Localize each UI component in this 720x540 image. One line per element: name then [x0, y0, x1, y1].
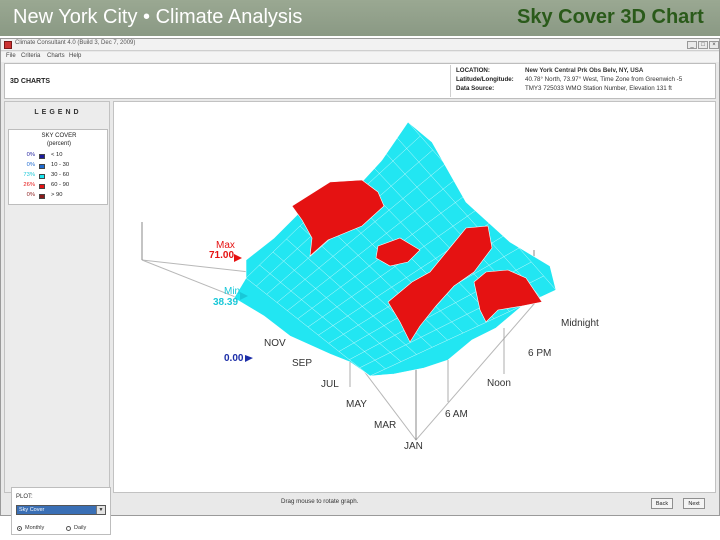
back-button[interactable]: Back	[651, 498, 673, 509]
legend-percent: 0%	[26, 192, 35, 198]
menu-file[interactable]: File	[6, 53, 16, 59]
graph-area[interactable]: Max 71.00 Min 38.39 0.00 NOV SEP JUL MAY…	[113, 101, 716, 493]
menu-bar: File Criteria Charts Help	[1, 52, 719, 62]
legend-percent: 26%	[23, 182, 35, 188]
legend-row: 73% 30 - 60	[9, 172, 109, 181]
surface-high-ridge	[387, 225, 493, 343]
sky-cover-3d-chart[interactable]: Max 71.00 Min 38.39 0.00 NOV SEP JUL MAY…	[114, 102, 717, 494]
plot-label: PLOT:	[16, 494, 33, 500]
surface-high-right	[473, 269, 543, 323]
mesh-line	[307, 205, 483, 328]
legend-title: LEGEND	[34, 109, 82, 116]
radio-monthly-label: Monthly	[25, 525, 45, 531]
radio-daily-label: Daily	[74, 525, 87, 531]
hour-label-6pm: 6 PM	[528, 348, 551, 359]
legend-swatch	[39, 174, 45, 179]
legend-swatch	[39, 154, 45, 159]
menu-criteria[interactable]: Criteria	[21, 53, 41, 59]
radio-monthly[interactable]	[17, 526, 22, 531]
legend-heading: SKY COVER	[41, 133, 77, 139]
zero-arrow	[245, 355, 253, 362]
zero-value: 0.00	[224, 353, 244, 364]
latlong-value: 40.78° North, 73.97° West, Time Zone fro…	[525, 76, 683, 83]
min-arrow	[240, 292, 248, 300]
legend-range: 60 - 90	[51, 182, 70, 188]
legend-percent: 0%	[26, 162, 35, 168]
location-value: New York Central Prk Obs Belv, NY, USA	[525, 67, 644, 74]
legend-row: 0% < 10	[9, 152, 109, 161]
month-label-nov: NOV	[264, 338, 286, 349]
max-arrow	[234, 254, 242, 262]
close-icon[interactable]: ×	[709, 41, 719, 49]
chart-header: 3D CHARTS LOCATION: New York Central Prk…	[4, 63, 716, 99]
app-window: Climate Consultant 4.0 (Build 3, Dec 7, …	[0, 38, 720, 535]
maximize-icon[interactable]: □	[698, 41, 708, 49]
legend-swatch	[39, 194, 45, 199]
slide-title-bar: New York City • Climate Analysis Sky Cov…	[0, 0, 720, 36]
rotate-hint: Drag mouse to rotate graph.	[281, 498, 359, 505]
legend: SKY COVER (percent) 0% < 10 0% 10 - 30 73% 30…	[8, 129, 108, 205]
minimize-icon[interactable]: _	[687, 41, 697, 49]
next-button[interactable]: Next	[683, 498, 705, 509]
hour-label-noon: Noon	[487, 378, 511, 389]
chevron-down-icon[interactable]: ▼	[96, 506, 105, 514]
legend-row: 0% > 90	[9, 192, 109, 201]
plot-dropdown[interactable]: Sky Cover ▼	[16, 505, 106, 515]
menu-help[interactable]: Help	[69, 53, 82, 59]
menu-charts[interactable]: Charts	[47, 53, 65, 59]
legend-range: < 10	[51, 152, 63, 158]
section-label: 3D CHARTS	[10, 78, 51, 85]
legend-units: (percent)	[46, 141, 71, 147]
hour-label-midnight: Midnight	[561, 318, 599, 329]
month-label-may: MAY	[346, 399, 367, 410]
legend-range: 10 - 30	[51, 162, 70, 168]
surface-high-center	[375, 237, 421, 267]
month-label-jul: JUL	[321, 379, 339, 390]
left-panel: LEGEND SKY COVER (percent) 0% < 10 0% 10 - …	[4, 101, 111, 535]
app-titlebar: Climate Consultant 4.0 (Build 3, Dec 7, …	[1, 39, 719, 51]
max-label: Max	[216, 240, 235, 251]
surface-high-left	[291, 179, 385, 257]
month-label-sep: SEP	[292, 358, 312, 369]
legend-swatch	[39, 184, 45, 189]
footer: Drag mouse to rotate graph. Back Next	[1, 493, 719, 515]
month-label-jan: JAN	[404, 441, 423, 452]
legend-range: > 90	[51, 192, 63, 198]
location-key: LOCATION:	[456, 67, 490, 74]
max-value: 71.00	[209, 250, 234, 261]
slide-title: New York City • Climate Analysis	[13, 6, 303, 28]
plot-dropdown-value: Sky Cover	[19, 507, 45, 513]
app-window-title: Climate Consultant 4.0 (Build 3, Dec 7, …	[15, 40, 136, 46]
slide-subtitle: Sky Cover 3D Chart	[517, 6, 704, 28]
legend-percent: 0%	[26, 152, 35, 158]
legend-row: 0% 10 - 30	[9, 162, 109, 171]
month-label-mar: MAR	[374, 420, 396, 431]
location-info: LOCATION: New York Central Prk Obs Belv,…	[450, 65, 715, 97]
hour-label-6am: 6 AM	[445, 409, 468, 420]
radio-daily[interactable]	[66, 526, 71, 531]
latlong-key: Latitude/Longitude:	[456, 76, 514, 83]
legend-swatch	[39, 164, 45, 169]
legend-range: 30 - 60	[51, 172, 70, 178]
legend-percent: 73%	[23, 172, 35, 178]
min-value: 38.39	[213, 297, 238, 308]
data-source-value: TMY3 725033 WMO Station Number, Elevatio…	[525, 85, 672, 92]
plot-selector: PLOT: Sky Cover ▼ Monthly Daily	[11, 487, 111, 535]
mesh-line	[287, 177, 458, 311]
app-icon	[4, 41, 12, 49]
data-source-key: Data Source:	[456, 85, 495, 92]
min-label: Min	[224, 286, 240, 297]
mesh-line	[276, 163, 446, 303]
legend-row: 26% 60 - 90	[9, 182, 109, 191]
